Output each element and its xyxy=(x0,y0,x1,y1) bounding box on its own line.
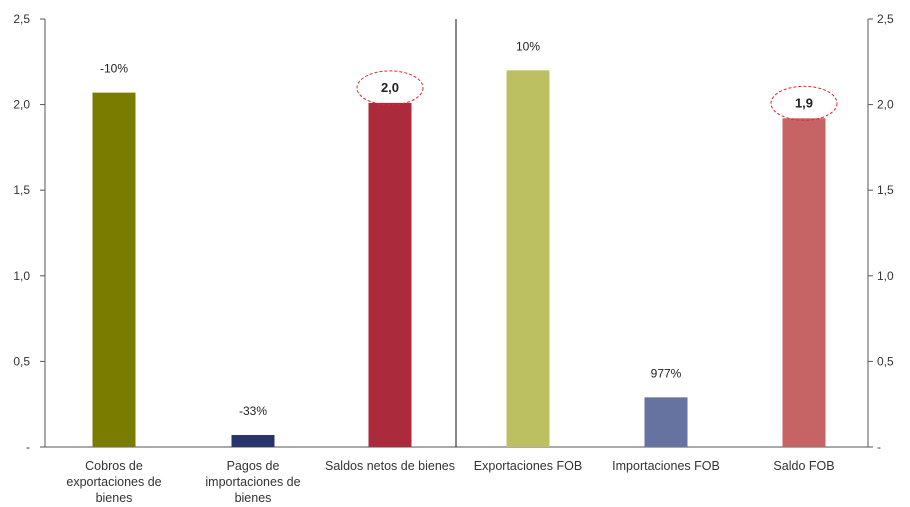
right-tick-label: 1,0 xyxy=(877,269,894,283)
bar xyxy=(92,92,136,447)
right-axis: - 0,5 1,0 1,5 2,0 2,5 xyxy=(867,12,894,454)
data-label: 977% xyxy=(651,366,682,380)
left-tick-label: 1,5 xyxy=(13,183,30,197)
left-tick-label: - xyxy=(26,440,30,454)
right-tick-label: 1,5 xyxy=(877,183,894,197)
right-tick-label: - xyxy=(877,440,881,454)
highlight-ellipse xyxy=(356,70,424,106)
bar xyxy=(368,102,412,447)
data-label: 1,9 xyxy=(795,95,813,110)
category-label: Saldos netos de bienes xyxy=(325,459,455,473)
data-label: 10% xyxy=(516,39,540,53)
bar xyxy=(231,435,275,447)
left-tick-label: 1,0 xyxy=(13,269,30,283)
right-tick-label: 2,0 xyxy=(877,98,894,112)
left-tick-label: 0,5 xyxy=(13,354,30,368)
category-label: Saldo FOB xyxy=(773,459,834,473)
data-label: 2,0 xyxy=(381,80,399,95)
bar xyxy=(644,397,688,447)
category-label: Cobros de exportaciones de bienes xyxy=(66,459,161,505)
category-label: Exportaciones FOB xyxy=(474,459,582,473)
data-label: -33% xyxy=(239,404,267,418)
right-tick-label: 0,5 xyxy=(877,354,894,368)
left-axis: - 0,5 1,0 1,5 2,0 2,5 xyxy=(13,12,46,454)
category-label: Importaciones FOB xyxy=(612,459,720,473)
highlight-ellipse xyxy=(770,85,838,121)
right-tick-label: 2,5 xyxy=(877,12,894,26)
data-label: -10% xyxy=(100,62,128,76)
left-tick-label: 2,0 xyxy=(13,98,30,112)
category-label: Pagos de importaciones de bienes xyxy=(205,459,300,505)
left-tick-label: 2,5 xyxy=(13,12,30,26)
bar xyxy=(506,70,550,448)
bar xyxy=(782,118,826,448)
